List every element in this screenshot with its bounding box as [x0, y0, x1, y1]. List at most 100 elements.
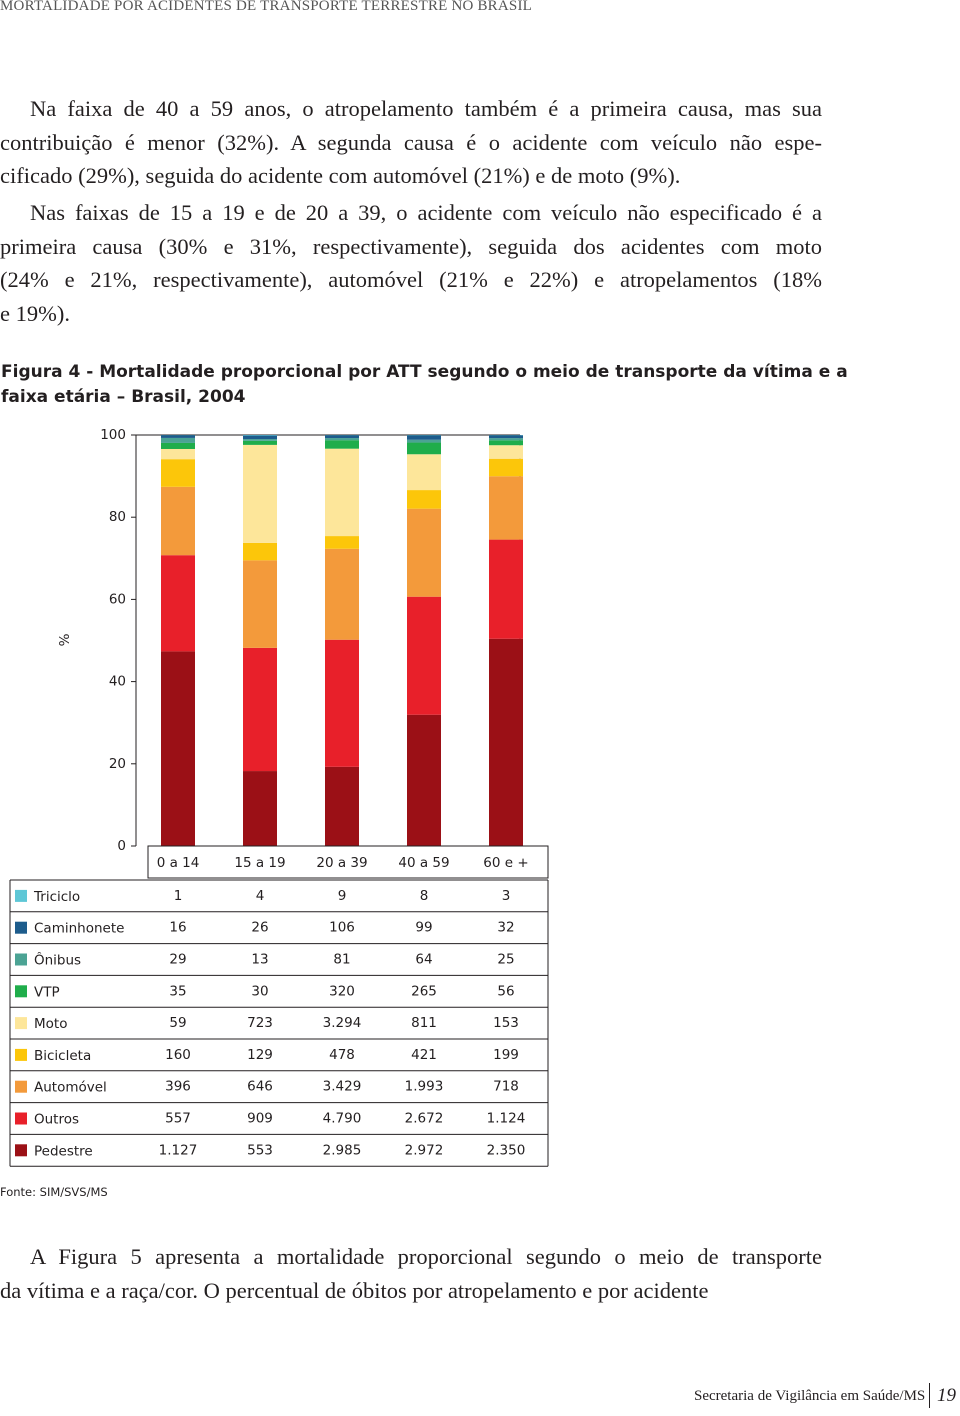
bar-segment — [243, 542, 277, 561]
x-tick-label: 60 e + — [483, 855, 528, 871]
bar-segment — [407, 454, 441, 491]
legend-label: Pedestre — [34, 1143, 93, 1159]
bar-segment — [325, 438, 359, 441]
bar-segment — [325, 536, 359, 549]
bar-segment — [407, 442, 441, 455]
legend-swatch — [15, 889, 27, 902]
bar-segment — [407, 714, 441, 846]
legend-label: Triciclo — [33, 889, 80, 905]
table-cell: 32 — [497, 920, 514, 936]
paragraph-line: primeira causa (30% e 31%, respectivamen… — [0, 233, 822, 259]
page-number: 19 — [937, 1385, 956, 1406]
bar-segment — [489, 438, 523, 441]
figure-caption: Figura 4 - Mortalidade proporcional por … — [1, 362, 848, 382]
paragraph-line: (24% e 21%, respectivamente), automóvel … — [0, 267, 822, 293]
table-cell: 265 — [411, 983, 437, 999]
table-cell: 553 — [247, 1142, 273, 1158]
bar-segment — [161, 435, 195, 438]
bar-segment — [161, 448, 195, 460]
table-cell: 478 — [329, 1047, 355, 1063]
y-tick-label: 0 — [117, 838, 126, 854]
bar-segment — [161, 651, 195, 846]
x-tick-label: 40 a 59 — [398, 855, 449, 871]
table-cell: 13 — [251, 952, 268, 968]
y-tick-label: 100 — [100, 427, 126, 443]
footer-divider — [929, 1383, 930, 1408]
table-cell: 3.294 — [323, 1015, 362, 1031]
paragraph-line: Na faixa de 40 a 59 anos, o atropelament… — [30, 96, 822, 121]
x-tick-label: 0 a 14 — [157, 855, 200, 871]
table-cell: 4.790 — [323, 1111, 362, 1127]
table-cell: 3 — [502, 888, 511, 904]
legend-label: VTP — [34, 984, 60, 1000]
bar-segment — [243, 435, 277, 436]
y-tick-label: 60 — [109, 591, 126, 607]
bar-segment — [407, 596, 441, 715]
y-tick-label: 20 — [109, 756, 126, 772]
legend-swatch — [15, 1080, 27, 1093]
legend-label: Caminhonete — [34, 921, 124, 937]
table-cell: 129 — [247, 1047, 273, 1063]
bar-segment — [325, 766, 359, 846]
source: Fonte: SIM/SVS/MS — [0, 1185, 108, 1199]
bar-segment — [243, 444, 277, 543]
bar-segment — [161, 437, 195, 443]
bar-segment — [407, 435, 441, 440]
bar-segment — [161, 555, 195, 652]
table-cell: 30 — [251, 983, 268, 999]
bar-segment — [325, 440, 359, 449]
table-cell: 29 — [169, 952, 186, 968]
bar-segment — [161, 442, 195, 449]
table-cell: 35 — [169, 983, 186, 999]
legend-swatch — [15, 1144, 27, 1157]
bar-segment — [325, 448, 359, 537]
table-cell: 646 — [247, 1079, 273, 1095]
table-cell: 106 — [329, 920, 355, 936]
table-cell: 4 — [256, 888, 265, 904]
table-cell: 25 — [497, 952, 514, 968]
bar-segment — [243, 435, 277, 440]
legend-swatch — [15, 921, 27, 934]
paragraph-line: A Figura 5 apresenta a mortalidade propo… — [30, 1244, 822, 1269]
bar-segment — [243, 771, 277, 846]
table-cell: 421 — [411, 1047, 437, 1063]
bar-segment — [325, 435, 359, 439]
paragraph-line: Nas faixas de 15 a 19 e de 20 a 39, o ac… — [30, 200, 822, 225]
table-cell: 81 — [333, 952, 350, 968]
table-cell: 396 — [165, 1079, 191, 1095]
bar-segment — [161, 459, 195, 487]
legend-swatch — [15, 1017, 27, 1030]
legend-label: Bicicleta — [34, 1048, 91, 1064]
table-cell: 1.127 — [159, 1142, 198, 1158]
table-cell: 811 — [411, 1015, 437, 1031]
table-cell: 26 — [251, 920, 268, 936]
legend-swatch — [15, 953, 27, 966]
table-cell: 3.429 — [323, 1079, 362, 1095]
legend-swatch — [15, 985, 27, 998]
bar-segment — [243, 440, 277, 445]
table-cell: 2.972 — [405, 1142, 444, 1158]
legend-swatch — [15, 1048, 27, 1061]
table-cell: 2.672 — [405, 1111, 444, 1127]
table-cell: 1.993 — [405, 1079, 444, 1095]
table-cell: 8 — [420, 888, 429, 904]
y-axis-label: % — [57, 633, 73, 646]
table-cell: 99 — [415, 920, 432, 936]
table-cell: 2.985 — [323, 1142, 362, 1158]
table-cell: 909 — [247, 1111, 273, 1127]
bar-segment — [407, 439, 441, 443]
table-cell: 723 — [247, 1015, 273, 1031]
paragraph-line: contribuição é menor (32%). A segunda ca… — [0, 129, 822, 155]
legend-swatch — [15, 1112, 27, 1125]
table-cell: 56 — [497, 983, 514, 999]
table-cell: 320 — [329, 983, 355, 999]
y-tick-label: 40 — [109, 674, 126, 690]
bar-segment — [243, 647, 277, 772]
table-cell: 153 — [493, 1015, 519, 1031]
table-cell: 59 — [169, 1015, 186, 1031]
bar-segment — [489, 435, 523, 439]
table-header-box — [147, 845, 549, 879]
x-tick-label: 20 a 39 — [316, 855, 367, 871]
bar-segment — [489, 539, 523, 639]
